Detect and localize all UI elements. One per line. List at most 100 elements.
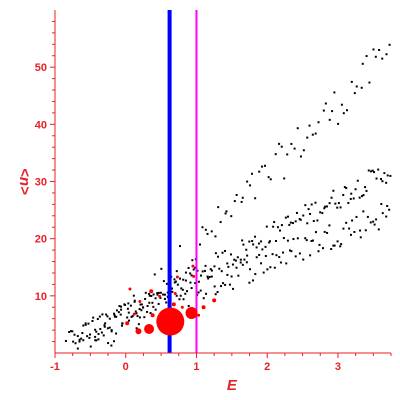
data-point (280, 145, 283, 148)
data-point (104, 322, 107, 325)
data-point (314, 201, 317, 204)
data-point (274, 239, 277, 242)
data-point (113, 312, 116, 315)
data-point (377, 228, 380, 231)
data-point (331, 110, 334, 113)
data-point (103, 325, 106, 328)
data-point (258, 170, 261, 173)
data-point (386, 204, 389, 207)
data-point (290, 250, 293, 253)
data-point (204, 264, 207, 267)
data-point (189, 272, 192, 275)
data-point (187, 304, 190, 307)
data-point (222, 282, 225, 285)
data-point (213, 265, 216, 268)
data-point (302, 149, 305, 152)
data-point (314, 231, 317, 234)
data-point (360, 195, 363, 198)
data-point (156, 293, 159, 296)
data-point (328, 224, 331, 227)
data-point (340, 103, 343, 106)
data-point (76, 335, 79, 338)
data-point (127, 311, 130, 314)
data-point (232, 287, 235, 290)
data-point (220, 270, 223, 273)
data-point (380, 203, 383, 206)
data-point (180, 287, 183, 290)
data-point (295, 211, 298, 214)
data-point (276, 226, 279, 229)
data-point (332, 189, 335, 192)
data-point (278, 256, 281, 259)
data-point (266, 268, 269, 271)
data-point (274, 153, 277, 156)
data-point (339, 245, 342, 248)
data-point (229, 253, 232, 256)
data-point (246, 180, 249, 183)
data-point (381, 180, 384, 183)
vertical-lines-layer (167, 10, 198, 353)
data-point (310, 239, 313, 242)
data-point (317, 121, 320, 124)
x-tick-label: 3 (335, 361, 341, 373)
data-point (306, 222, 309, 225)
data-point (68, 331, 71, 334)
data-point (378, 48, 381, 51)
data-point (286, 239, 289, 242)
data-point (179, 245, 182, 248)
data-point (337, 202, 340, 205)
data-point (94, 335, 97, 338)
data-point (89, 345, 92, 348)
data-point (76, 347, 79, 350)
data-point (126, 316, 129, 319)
data-point (126, 307, 129, 310)
data-point (78, 340, 81, 343)
data-point (140, 309, 143, 312)
data-point (325, 205, 328, 208)
data-point (95, 330, 98, 333)
data-point (250, 172, 253, 175)
data-point (264, 164, 267, 167)
data-point (296, 237, 299, 240)
data-point (239, 258, 242, 261)
data-point (350, 80, 353, 83)
data-point (178, 298, 181, 301)
data-point (176, 283, 179, 286)
data-point (82, 324, 85, 327)
red-data-point (156, 307, 185, 336)
data-point (73, 333, 76, 336)
data-point (326, 231, 329, 234)
data-point (191, 259, 194, 262)
data-point (377, 168, 380, 171)
red-data-point (173, 292, 177, 296)
red-data-point (128, 287, 132, 291)
data-point (317, 250, 320, 253)
x-tick-label: 1 (193, 361, 199, 373)
data-point (271, 253, 274, 256)
data-point (206, 232, 209, 235)
data-point (342, 227, 345, 230)
data-point (70, 330, 73, 333)
data-point (254, 273, 257, 276)
data-point (264, 254, 267, 257)
data-point (304, 237, 307, 240)
data-point (293, 147, 296, 150)
data-point (356, 179, 359, 182)
data-point (249, 184, 252, 187)
data-point (203, 269, 206, 272)
data-point (105, 313, 108, 316)
data-point (110, 329, 113, 332)
data-point (260, 262, 263, 265)
data-point (308, 124, 311, 127)
data-point (330, 196, 333, 199)
data-point (346, 109, 349, 112)
data-point (251, 240, 254, 243)
data-point (119, 313, 122, 316)
data-point (383, 172, 386, 175)
red-data-point (150, 313, 155, 318)
data-point (306, 136, 309, 139)
data-point (94, 328, 97, 331)
data-point (319, 211, 322, 214)
data-point (97, 338, 100, 341)
data-point (115, 315, 118, 318)
